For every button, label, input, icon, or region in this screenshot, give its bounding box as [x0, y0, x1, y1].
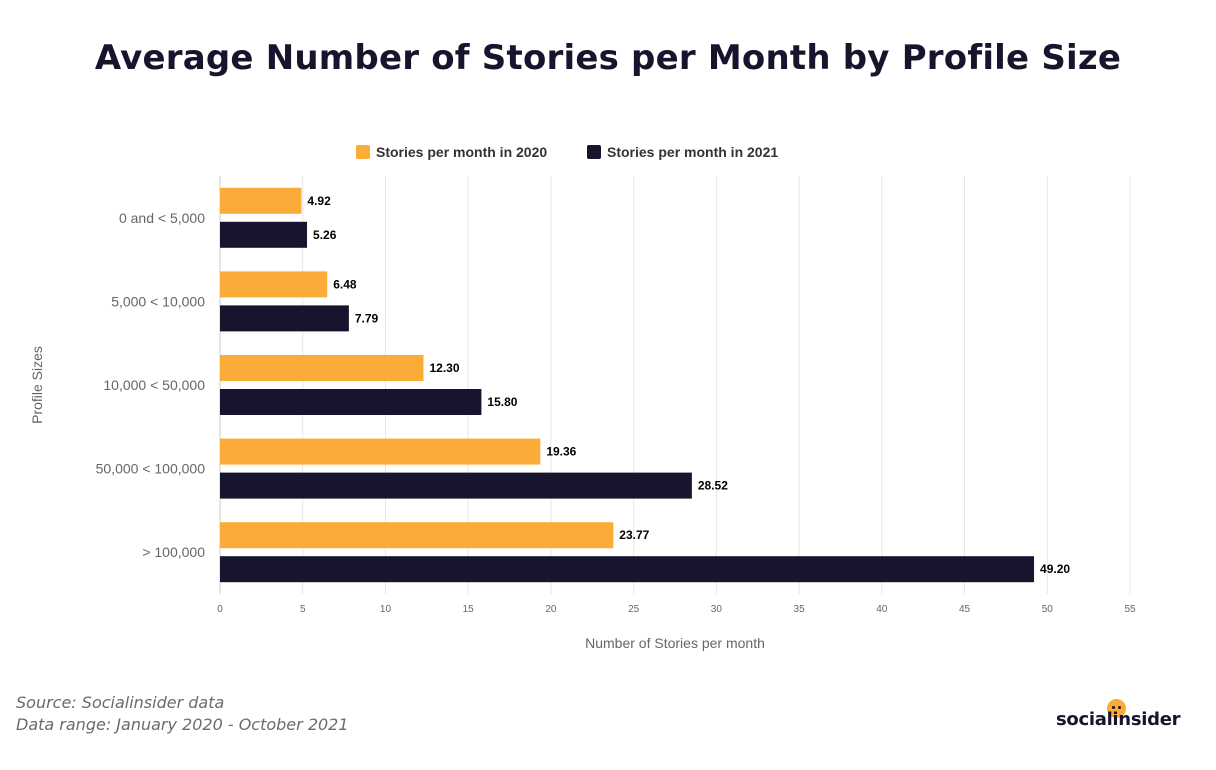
socialinsider-logo[interactable]: socialinsider: [1056, 699, 1186, 730]
y-tick-label: > 100,000: [142, 544, 205, 560]
data-label: 7.79: [355, 311, 379, 325]
data-label: 19.36: [546, 445, 576, 459]
smiley-dot-icon: [1107, 699, 1126, 718]
legend-swatch-2020: [356, 145, 370, 159]
x-tick-label: 30: [711, 604, 723, 615]
data-label: 49.20: [1040, 562, 1070, 576]
y-tick-label: 0 and < 5,000: [119, 210, 205, 226]
bar-2021: [220, 556, 1035, 583]
bar-2020: [220, 187, 302, 214]
data-label: 15.80: [487, 395, 517, 409]
date-range-note: Data range: January 2020 - October 2021: [16, 715, 349, 734]
bar-2020: [220, 522, 614, 549]
legend-swatch-2021: [587, 145, 601, 159]
x-tick-label: 50: [1042, 604, 1054, 615]
x-tick-label: 5: [300, 604, 306, 615]
x-tick-label: 10: [380, 604, 392, 615]
legend-item-2021[interactable]: Stories per month in 2021: [587, 144, 778, 160]
source-note: Source: Socialinsider data: [16, 693, 225, 712]
legend-item-2020[interactable]: Stories per month in 2020: [356, 144, 547, 160]
y-axis-title: Profile Sizes: [29, 346, 45, 424]
bar-2020: [220, 355, 424, 381]
bar-2020: [220, 438, 541, 465]
bar-2021: [220, 472, 692, 499]
x-tick-label: 55: [1124, 604, 1136, 615]
logo-text: socialinsider: [1056, 709, 1181, 730]
x-tick-label: 40: [876, 604, 888, 615]
x-axis-title: Number of Stories per month: [585, 635, 765, 651]
x-tick-label: 0: [217, 604, 223, 615]
y-tick-label: 50,000 < 100,000: [96, 461, 206, 477]
legend-label-2021: Stories per month in 2021: [607, 144, 779, 160]
data-label: 5.26: [313, 228, 337, 242]
data-label: 28.52: [698, 479, 728, 493]
legend: Stories per month in 2020 Stories per mo…: [0, 144, 1216, 164]
x-tick-label: 45: [959, 604, 971, 615]
footer: Source: Socialinsider data Data range: J…: [16, 692, 349, 736]
x-tick-label: 20: [545, 604, 557, 615]
data-label: 6.48: [333, 277, 357, 291]
x-tick-label: 25: [628, 604, 640, 615]
bar-2020: [220, 271, 328, 298]
y-tick-label: 5,000 < 10,000: [111, 293, 205, 309]
bar-2021: [220, 305, 349, 332]
data-label: 12.30: [430, 361, 460, 375]
legend-label-2020: Stories per month in 2020: [376, 144, 548, 160]
x-tick-label: 35: [794, 604, 806, 615]
data-label: 4.92: [307, 194, 331, 208]
x-tick-label: 15: [463, 604, 475, 615]
y-tick-label: 10,000 < 50,000: [103, 377, 205, 393]
bar-2021: [220, 221, 308, 248]
chart-title: Average Number of Stories per Month by P…: [94, 38, 1122, 78]
data-label: 23.77: [619, 528, 649, 542]
bar-2021: [220, 389, 482, 415]
